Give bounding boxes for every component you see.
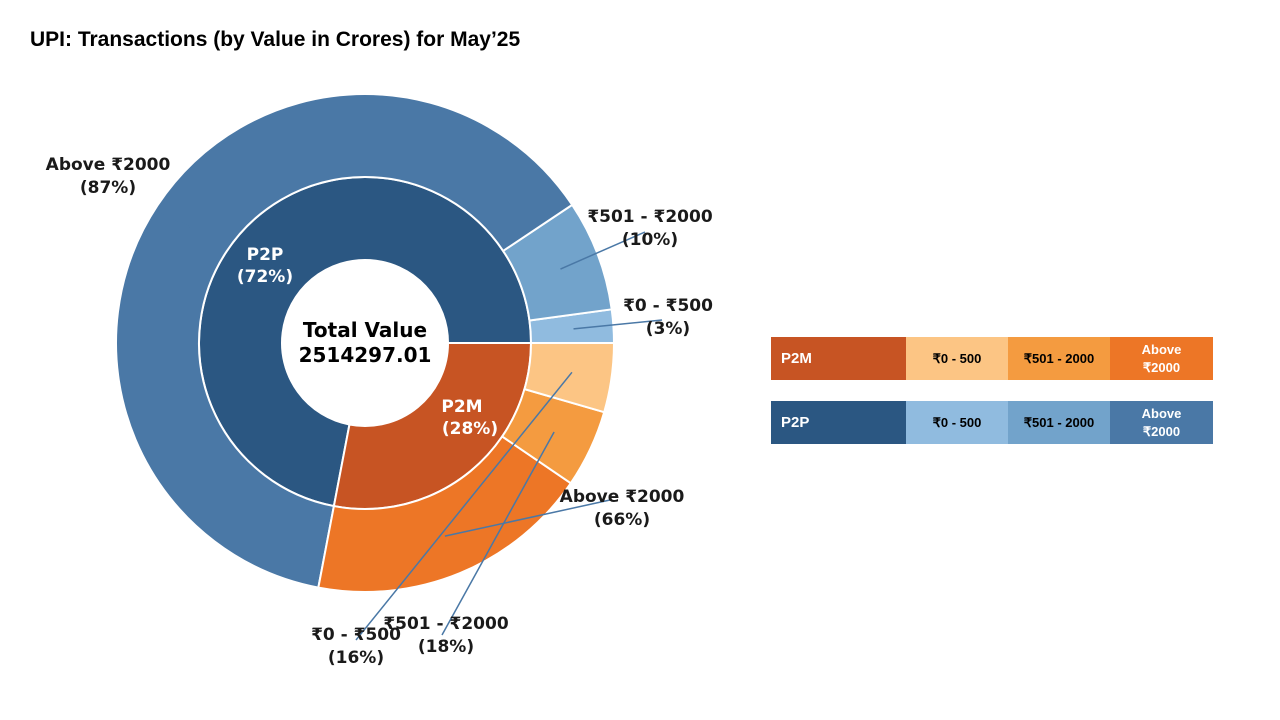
leader-line-p2m-0-500 bbox=[355, 371, 573, 641]
legend-item-p2p-0-500: ₹0 - 500 bbox=[906, 401, 1008, 444]
chart-title: UPI: Transactions (by Value in Crores) f… bbox=[30, 28, 521, 51]
legend-item-p2p-above-2000: Above ₹2000 bbox=[1110, 401, 1213, 444]
outer-label-p2p-0-500: ₹0 - ₹500 bbox=[623, 296, 713, 316]
inner-label-p2m-pct: (28%) bbox=[442, 419, 498, 439]
outer-label-p2p-above-2000-pct: (87%) bbox=[80, 178, 136, 198]
outer-wedge-p2p-above-2000 bbox=[115, 93, 574, 589]
outer-label-p2p-501-2000: ₹501 - ₹2000 bbox=[587, 207, 713, 227]
leader-line-p2m-above-2000 bbox=[444, 499, 611, 537]
leader-line-p2p-501-2000 bbox=[560, 231, 646, 270]
outer-label-p2m-above-2000: Above ₹2000 bbox=[560, 487, 685, 507]
outer-wedge-p2m-0-500 bbox=[523, 342, 616, 414]
legend-row-p2m: P2M ₹0 - 500 ₹501 - 2000 Above ₹2000 bbox=[771, 337, 1213, 380]
outer-label-p2p-0-500-pct: (3%) bbox=[646, 319, 690, 339]
outer-label-p2p-501-2000-pct: (10%) bbox=[622, 230, 678, 250]
legend-item-p2m-above-2000: Above ₹2000 bbox=[1110, 337, 1213, 380]
inner-label-p2p: P2P bbox=[247, 245, 284, 265]
inner-label-p2p-pct: (72%) bbox=[237, 267, 293, 287]
center-label-value: 2514297.01 bbox=[299, 343, 432, 367]
outer-label-p2m-0-500-pct: (16%) bbox=[328, 648, 384, 668]
outer-label-p2m-above-2000-pct: (66%) bbox=[594, 510, 650, 530]
legend-head-p2p: P2P bbox=[771, 401, 906, 444]
outer-label-p2m-501-2000: ₹501 - ₹2000 bbox=[383, 614, 509, 634]
inner-label-p2m: P2M bbox=[441, 397, 482, 417]
legend-head-p2m: P2M bbox=[771, 337, 906, 380]
outer-label-p2m-0-500: ₹0 - ₹500 bbox=[311, 625, 401, 645]
legend-row-p2p: P2P ₹0 - 500 ₹501 - 2000 Above ₹2000 bbox=[771, 401, 1213, 444]
legend-item-p2p-501-2000: ₹501 - 2000 bbox=[1008, 401, 1110, 444]
outer-label-p2p-above-2000: Above ₹2000 bbox=[46, 155, 171, 175]
legend-item-p2m-501-2000: ₹501 - 2000 bbox=[1008, 337, 1110, 380]
leader-line-p2m-501-2000 bbox=[441, 431, 555, 636]
center-label-title: Total Value bbox=[303, 318, 427, 342]
leader-line-p2p-above-2000 bbox=[155, 209, 192, 229]
legend-item-p2m-0-500: ₹0 - 500 bbox=[906, 337, 1008, 380]
outer-label-p2m-501-2000-pct: (18%) bbox=[418, 637, 474, 657]
leader-line-p2p-0-500 bbox=[573, 319, 663, 330]
